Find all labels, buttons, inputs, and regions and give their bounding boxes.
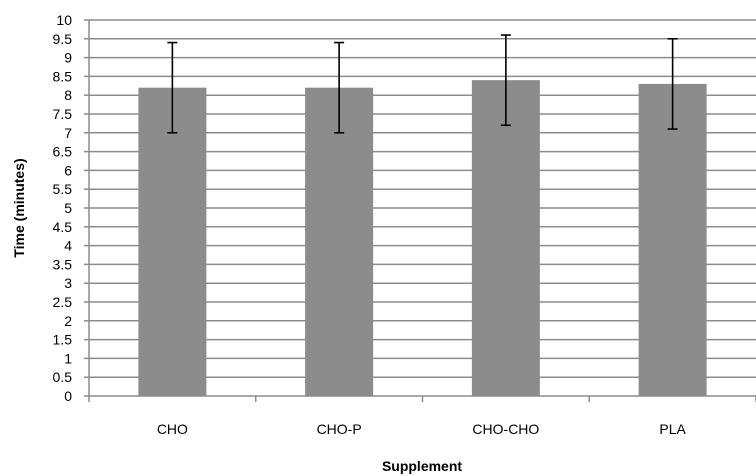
error-bars	[167, 34, 678, 134]
bar-pla	[638, 83, 707, 397]
y-tick-label: 5.5	[53, 181, 73, 197]
bar-cho-p	[305, 87, 374, 397]
y-tick-label: 9	[64, 50, 72, 66]
y-tick-label: 10	[56, 12, 72, 28]
y-tick-label: 1.5	[53, 332, 73, 348]
y-tick-label: 3.5	[53, 256, 73, 272]
x-axis-title: Supplement	[382, 458, 462, 474]
x-category-label: CHO	[157, 421, 188, 437]
y-tick-label: 2	[64, 313, 72, 329]
y-tick-label: 8.5	[53, 68, 73, 84]
x-category-label: CHO-CHO	[472, 421, 539, 437]
y-tick-label: 2.5	[53, 294, 73, 310]
y-tick-label: 0	[64, 388, 72, 404]
bar-cho	[138, 87, 207, 397]
y-tick-label: 6.5	[53, 144, 73, 160]
y-tick-label: 9.5	[53, 31, 73, 47]
y-tick-label: 0.5	[53, 369, 73, 385]
axes	[84, 19, 756, 402]
y-tick-label: 7.5	[53, 106, 73, 122]
y-tick-label: 3	[64, 275, 72, 291]
y-tick-label: 1	[64, 350, 72, 366]
y-tick-label: 6	[64, 162, 72, 178]
y-tick-label: 5	[64, 200, 72, 216]
bars	[138, 80, 707, 397]
y-tick-labels: 0 0.5 1 1.5 2 2.5 3 3.5 4 4.5 5 5.5 6 6.5 7 7.5 8 8.5 9 9.5…	[53, 12, 73, 404]
bar-cho-cho	[471, 80, 540, 396]
y-tick-label: 4.5	[53, 219, 73, 235]
y-axis-title: Time (minutes)	[11, 158, 27, 257]
y-tick-label: 7	[64, 125, 72, 141]
x-category-label: CHO-P	[317, 421, 362, 437]
x-category-labels: CHO CHO-P CHO-CHO PLA	[157, 421, 687, 437]
x-category-label: PLA	[659, 421, 686, 437]
y-tick-label: 8	[64, 87, 72, 103]
y-tick-label: 4	[64, 238, 72, 254]
